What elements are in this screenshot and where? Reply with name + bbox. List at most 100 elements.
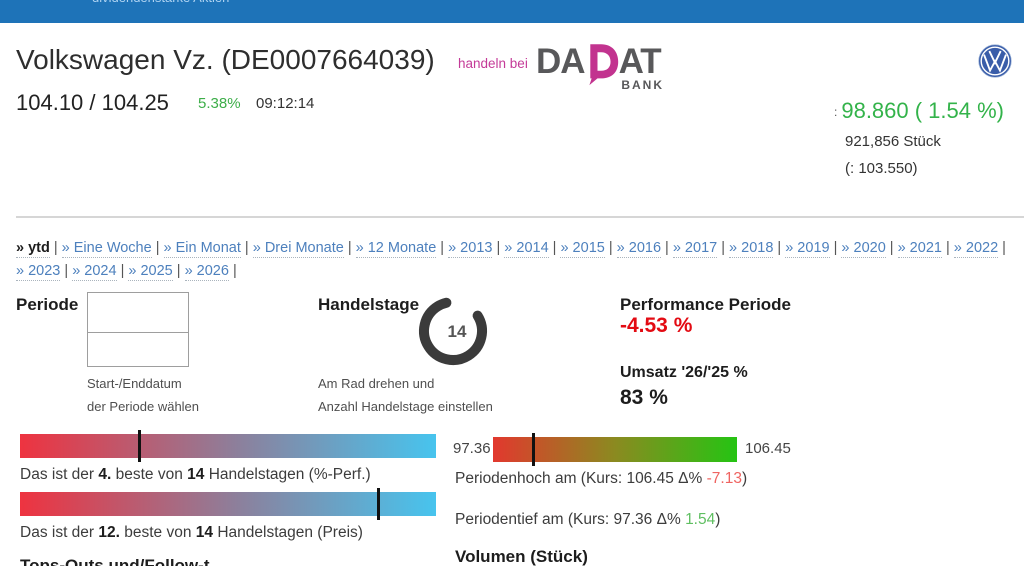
separator: | bbox=[885, 240, 898, 256]
period-option[interactable]: » 2026 bbox=[184, 263, 229, 281]
handelstage-hint: Am Rad drehen und Anzahl Handelstage ein… bbox=[318, 372, 493, 418]
period-option[interactable]: » 2022 bbox=[953, 240, 999, 258]
period-option[interactable]: » 12 Monate bbox=[355, 240, 437, 258]
periode-hint: Start-/Enddatum der Periode wählen bbox=[87, 372, 199, 418]
perf-rank-mid: beste von bbox=[111, 466, 188, 483]
end-date-input[interactable] bbox=[87, 332, 189, 367]
period-high-stat: Periodenhoch am (Kurs: 106.45 Δ% -7.13) bbox=[455, 470, 747, 488]
dadat-logo-text-at: AT bbox=[618, 42, 662, 81]
separator: | bbox=[941, 240, 954, 256]
periode-label: Periode bbox=[16, 295, 79, 314]
periode-hint-line1: Start-/Enddatum bbox=[87, 376, 182, 391]
period-option[interactable]: » 2015 bbox=[560, 240, 605, 258]
period-option[interactable]: » Ein Monat bbox=[163, 240, 241, 258]
price-rank-total: 14 bbox=[195, 524, 214, 541]
perf-rank-prefix: Das ist der bbox=[20, 466, 99, 483]
handelstage-hint-line1: Am Rad drehen und bbox=[318, 376, 435, 391]
perf-rank-suffix: Handelstagen (%-Perf.) bbox=[204, 466, 371, 483]
separator: | bbox=[773, 240, 786, 256]
separator: | bbox=[717, 240, 730, 256]
price-rank-text: Das ist der 12. beste von 14 Handelstage… bbox=[20, 524, 363, 542]
perf-rank-text: Das ist der 4. beste von 14 Handelstagen… bbox=[20, 466, 371, 484]
periode-hint-line2: der Periode wählen bbox=[87, 399, 200, 414]
last-price-value: 98.860 ( 1.54 %) bbox=[841, 98, 1005, 123]
period-option[interactable]: » Eine Woche bbox=[61, 240, 152, 258]
period-high-close: ) bbox=[741, 470, 748, 487]
period-option[interactable]: » 2013 bbox=[448, 240, 493, 258]
price-range-marker bbox=[532, 433, 536, 466]
top-bar: dividendenstarke Aktien bbox=[0, 0, 1024, 23]
period-nav: » ytd | » Eine Woche | » Ein Monat | » D… bbox=[16, 237, 1008, 283]
perf-rank-value: 4. bbox=[98, 466, 112, 483]
dadat-d-icon bbox=[588, 44, 618, 86]
dadat-bank-logo[interactable]: DA AT BANK bbox=[536, 42, 666, 94]
separator: | bbox=[548, 240, 561, 256]
separator: | bbox=[172, 263, 185, 279]
top-bar-link[interactable]: dividendenstarke Aktien bbox=[92, 0, 229, 5]
divider bbox=[16, 216, 1024, 218]
period-option[interactable]: » 2024 bbox=[72, 263, 117, 281]
perf-rank-total: 14 bbox=[187, 466, 205, 483]
separator: | bbox=[228, 263, 237, 279]
price-range-bar bbox=[493, 433, 737, 466]
period-option[interactable]: » 2014 bbox=[504, 240, 549, 258]
separator: | bbox=[116, 263, 129, 279]
volume-heading: Volumen (Stück) bbox=[455, 547, 588, 566]
separator: | bbox=[60, 263, 73, 279]
page-title: Volkswagen Vz. (DE0007664039) bbox=[16, 44, 435, 75]
price-rank-suffix: Handelstagen (Preis) bbox=[213, 524, 363, 541]
dadat-logo-text-bank: BANK bbox=[621, 78, 664, 92]
period-option[interactable]: » 2019 bbox=[785, 240, 830, 258]
quote-time: 09:12:14 bbox=[256, 95, 315, 112]
price-rank-prefix: Das ist der bbox=[20, 524, 99, 541]
separator: | bbox=[661, 240, 673, 256]
bid-ask: 104.10 / 104.25 bbox=[16, 90, 169, 115]
period-option[interactable]: » 2021 bbox=[897, 240, 942, 258]
perf-rank-bar bbox=[20, 430, 436, 462]
period-high-text: Periodenhoch am (Kurs: 106.45 Δ% bbox=[455, 470, 707, 487]
separator: | bbox=[49, 240, 62, 256]
handelstage-dial[interactable]: 14 bbox=[412, 290, 494, 372]
period-low-label: 97.36 bbox=[453, 440, 491, 457]
vw-logo-icon bbox=[978, 44, 1012, 78]
separator: | bbox=[151, 240, 164, 256]
period-high-label: 106.45 bbox=[745, 440, 791, 457]
period-high-delta: -7.13 bbox=[706, 470, 742, 487]
period-low-close: ) bbox=[715, 511, 721, 528]
separator: | bbox=[829, 240, 842, 256]
period-option[interactable]: » 2017 bbox=[672, 240, 718, 258]
period-option-active[interactable]: » ytd bbox=[16, 240, 50, 258]
dadat-logo-text-da: DA bbox=[536, 42, 586, 81]
traded-volume: 921,856 Stück bbox=[845, 133, 941, 150]
period-option[interactable]: » 2020 bbox=[841, 240, 886, 258]
price-rank-value: 12. bbox=[98, 524, 120, 541]
start-date-input[interactable] bbox=[87, 292, 189, 333]
period-option[interactable]: » Drei Monate bbox=[252, 240, 344, 258]
period-option[interactable]: » 2023 bbox=[16, 263, 61, 281]
period-low-delta: 1.54 bbox=[685, 511, 716, 528]
separator: | bbox=[343, 240, 356, 256]
performance-label: Performance Periode bbox=[620, 295, 792, 314]
period-option[interactable]: » 2018 bbox=[729, 240, 774, 258]
period-option[interactable]: » 2016 bbox=[616, 240, 662, 258]
last-price: :98.860 ( 1.54 %) bbox=[834, 98, 1004, 124]
period-option[interactable]: » 2025 bbox=[128, 263, 173, 281]
separator: | bbox=[492, 240, 505, 256]
price-rank-marker bbox=[376, 488, 380, 520]
trade-at-label: handeln bei bbox=[458, 56, 528, 71]
price-rank-mid: beste von bbox=[119, 524, 196, 541]
period-low-text: Periodentief am (Kurs: 97.36 Δ% bbox=[455, 511, 686, 528]
bottom-heading-clipped: Tops-Outs und/Follow-t bbox=[20, 556, 210, 566]
handelstage-value: 14 bbox=[448, 322, 467, 341]
separator: | bbox=[240, 240, 253, 256]
previous-close: (: 103.550) bbox=[845, 160, 918, 177]
umsatz-label: Umsatz '26/'25 % bbox=[620, 364, 748, 381]
separator: | bbox=[436, 240, 449, 256]
last-price-prefix: : bbox=[834, 105, 838, 120]
price-rank-bar bbox=[20, 488, 436, 520]
period-low-stat: Periodentief am (Kurs: 97.36 Δ% 1.54) bbox=[455, 511, 720, 529]
performance-value: -4.53 % bbox=[620, 314, 693, 337]
perf-rank-marker bbox=[137, 430, 141, 462]
handelstage-label: Handelstage bbox=[318, 295, 420, 314]
